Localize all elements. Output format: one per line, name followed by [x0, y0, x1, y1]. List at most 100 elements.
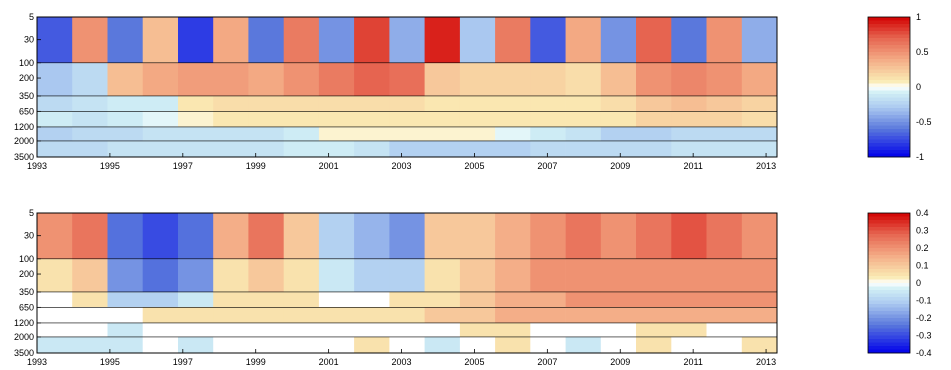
heat-cell	[72, 17, 108, 64]
y-tick-label: 200	[19, 73, 34, 83]
colorbar-step	[868, 213, 910, 217]
heat-cell	[283, 96, 320, 112]
heat-cell	[671, 96, 707, 112]
heat-cell	[72, 336, 108, 354]
x-tick-label: 1995	[100, 357, 120, 367]
colorbar-step	[868, 283, 910, 287]
colorbar-step	[868, 66, 910, 70]
heat-cell	[107, 62, 144, 97]
heat-cell	[213, 322, 249, 338]
heat-cell	[565, 258, 602, 293]
heat-cell	[459, 140, 496, 158]
colorbar-step	[868, 41, 910, 46]
x-tick-label: 1993	[27, 357, 47, 367]
heat-cell	[495, 258, 531, 293]
heat-cell	[530, 307, 566, 324]
heat-cell	[671, 322, 707, 338]
colorbar-step	[868, 262, 910, 266]
heat-cell	[283, 322, 320, 338]
heat-cell	[671, 307, 707, 324]
x-tick-label: 1997	[173, 357, 193, 367]
heat-cell	[318, 17, 355, 64]
colorbar-step	[868, 17, 910, 21]
colorbar-step	[868, 297, 910, 301]
heat-cell	[283, 292, 320, 308]
colorbar-step	[868, 31, 910, 35]
heat-cell	[495, 62, 531, 97]
y-tick-label: 200	[19, 269, 34, 279]
colorbar-step	[868, 108, 910, 112]
colorbar-step	[868, 115, 910, 119]
heat-cell	[459, 96, 496, 112]
colorbar-tick-label: 0.3	[916, 226, 929, 236]
heat-cell	[318, 292, 355, 308]
heat-cell	[142, 17, 179, 64]
heat-cell	[741, 111, 778, 128]
colorbar-tick-label: -0.2	[916, 313, 932, 323]
heat-cell	[424, 140, 461, 158]
colorbar-step	[868, 251, 910, 256]
heat-cell	[495, 140, 531, 158]
colorbar-step	[868, 24, 910, 28]
colorbar-step	[868, 146, 910, 151]
heat-cell	[424, 96, 461, 112]
heat-cell	[389, 213, 425, 260]
heat-cell	[495, 292, 531, 308]
heat-cell	[636, 322, 672, 338]
heat-cell	[37, 62, 73, 97]
heat-cell	[248, 292, 284, 308]
x-tick-label: 2007	[537, 161, 557, 171]
heat-cell	[459, 213, 496, 260]
colorbar-step	[868, 34, 910, 39]
colorbar-step	[868, 328, 910, 333]
colorbar-step	[868, 69, 910, 74]
heat-cell	[389, 96, 425, 112]
colorbar-step	[868, 129, 910, 133]
heat-cell	[72, 322, 108, 338]
colorbar-step	[868, 325, 910, 329]
heat-cell	[318, 258, 355, 293]
heat-cell	[495, 111, 531, 128]
heat-cell	[37, 111, 73, 128]
colorbar-tick-label: 0.2	[916, 243, 929, 253]
heat-cell	[107, 126, 144, 142]
heat-cell	[565, 126, 602, 142]
colorbar-step	[868, 293, 910, 298]
heat-cell	[389, 307, 425, 324]
heat-cell	[741, 258, 778, 293]
heat-cell	[37, 336, 73, 354]
heat-cell	[142, 322, 179, 338]
heat-cell	[107, 307, 144, 324]
x-tick-label: 2005	[464, 357, 484, 367]
heat-cell	[600, 126, 637, 142]
heat-cell	[741, 322, 778, 338]
heat-cell	[178, 140, 214, 158]
y-tick-label: 350	[19, 287, 34, 297]
heat-cell	[354, 17, 390, 64]
heat-cell	[389, 292, 425, 308]
heat-cell	[741, 213, 778, 260]
heat-cell	[354, 213, 390, 260]
heat-cell	[636, 17, 672, 64]
colorbar-step	[868, 80, 910, 84]
colorbar-step	[868, 346, 910, 350]
heat-cell	[248, 62, 284, 97]
colorbar-step	[868, 244, 910, 249]
heat-cell	[389, 322, 425, 338]
x-tick-label: 2001	[319, 357, 339, 367]
heat-cell	[72, 126, 108, 142]
heat-cell	[72, 258, 108, 293]
heat-cell	[424, 126, 461, 142]
colorbar: 1 0.5 0 -0.5 -1	[867, 12, 932, 162]
heat-cell	[459, 322, 496, 338]
heat-cell	[495, 336, 531, 354]
heat-cell	[37, 258, 73, 293]
y-tick-label: 2000	[14, 332, 34, 342]
heat-cell	[565, 336, 602, 354]
heat-cell	[37, 307, 73, 324]
heat-cell	[706, 336, 743, 354]
heat-cell	[178, 292, 214, 308]
heat-cell	[354, 292, 390, 308]
colorbar-step	[868, 153, 910, 158]
heat-cell	[424, 292, 461, 308]
